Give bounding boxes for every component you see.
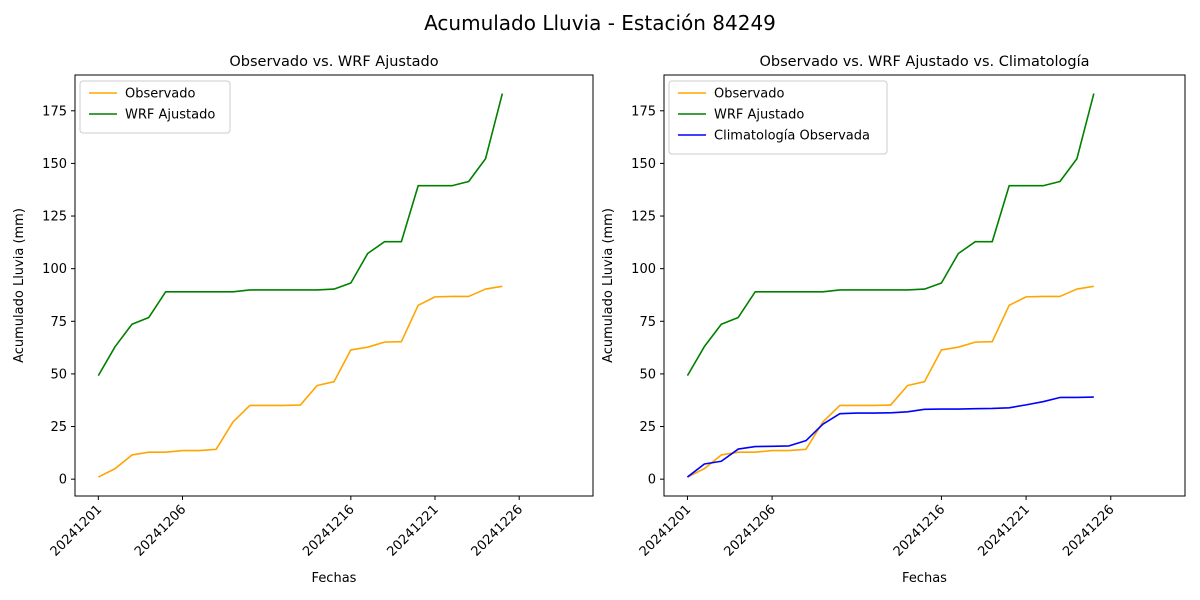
y-tick-label: 75 bbox=[50, 315, 67, 330]
x-tick-label: 20241201 bbox=[637, 502, 694, 559]
y-tick-label: 150 bbox=[42, 157, 67, 172]
chart-panel-1: Observado vs. WRF Ajustado 0 25 50 75 100 125 1… bbox=[12, 54, 594, 586]
x-tick-label: 20241216 bbox=[891, 502, 948, 559]
legend-label: Climatología Observada bbox=[714, 129, 870, 144]
series-line-observado bbox=[687, 285, 1094, 478]
y-tick-label: 50 bbox=[639, 367, 656, 382]
y-axis-label: Acumulado Lluvia (mm) bbox=[12, 208, 27, 363]
x-tick-label: 20241226 bbox=[469, 502, 526, 559]
chart-panel-2: Observado vs. WRF Ajustado vs. Climatolo… bbox=[601, 54, 1186, 586]
series-line-climatolog-a-observada bbox=[686, 396, 1094, 478]
y-tick-label: 25 bbox=[50, 420, 67, 435]
y-tick-label: 100 bbox=[631, 262, 656, 277]
plot-area bbox=[663, 74, 1186, 497]
y-tick-label: 25 bbox=[639, 420, 656, 435]
y-axis-label: Acumulado Lluvia (mm) bbox=[601, 208, 616, 363]
y-tick-label: 100 bbox=[42, 262, 67, 277]
x-tick-label: 20241201 bbox=[48, 502, 105, 559]
plot-area bbox=[74, 74, 594, 497]
legend-label: WRF Ajustado bbox=[714, 108, 804, 123]
series-line-wrf-ajustado bbox=[97, 93, 504, 376]
x-tick-label: 20241216 bbox=[300, 502, 357, 559]
series-line-wrf-ajustado bbox=[686, 93, 1095, 376]
y-tick-label: 50 bbox=[50, 367, 67, 382]
y-tick-label: 75 bbox=[639, 315, 656, 330]
chart-title: Observado vs. WRF Ajustado vs. Climatolo… bbox=[760, 54, 1090, 70]
x-tick-label: 20241206 bbox=[132, 502, 189, 559]
legend-box bbox=[79, 80, 231, 134]
x-tick-label: 20241221 bbox=[976, 502, 1033, 559]
legend: Observado WRF Ajustado bbox=[79, 80, 231, 134]
y-tick-label: 175 bbox=[631, 104, 656, 119]
y-tick-label: 0 bbox=[648, 473, 656, 488]
y-tick-label: 125 bbox=[42, 210, 67, 225]
series-line-observado bbox=[97, 285, 503, 478]
x-axis-label: Fechas bbox=[312, 571, 357, 586]
x-axis-label: Fechas bbox=[902, 571, 947, 586]
legend-label: Observado bbox=[714, 87, 785, 102]
legend-box bbox=[668, 80, 888, 155]
x-tick-label: 20241226 bbox=[1060, 502, 1117, 559]
legend-label: Observado bbox=[125, 87, 196, 102]
chart-title: Observado vs. WRF Ajustado bbox=[229, 54, 438, 70]
y-tick-label: 175 bbox=[42, 104, 67, 119]
legend-label: WRF Ajustado bbox=[125, 108, 215, 123]
y-tick-label: 150 bbox=[631, 157, 656, 172]
x-tick-label: 20241206 bbox=[722, 502, 779, 559]
legend: Observado WRF Ajustado Climatología Observ… bbox=[668, 80, 888, 155]
figure-title: Acumulado Lluvia - Estación 84249 bbox=[424, 11, 776, 35]
x-tick-label: 20241221 bbox=[384, 502, 441, 559]
y-tick-label: 125 bbox=[631, 210, 656, 225]
y-tick-label: 0 bbox=[59, 473, 67, 488]
